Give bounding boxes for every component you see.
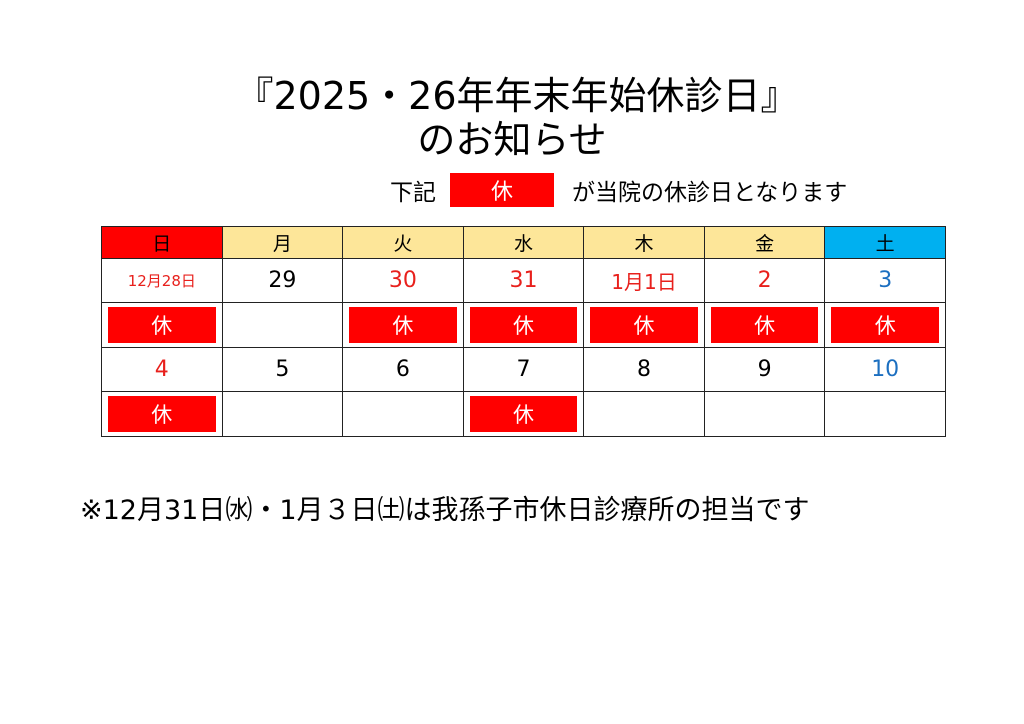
date-cell: 7 [462, 347, 585, 392]
closed-badge: 休 [349, 307, 457, 343]
date-cell: 31 [462, 258, 585, 303]
legend-prefix: 下記 [390, 180, 436, 206]
closed-badge: 休 [469, 307, 578, 343]
date-cell: 10 [824, 347, 946, 392]
date-cell: 1月1日 [583, 258, 705, 303]
page-title: 『2025・26年年末年始休診日』 [235, 74, 799, 118]
legend-closed-mark: 休 [450, 173, 554, 207]
legend-suffix: が当院の休診日となります [572, 180, 848, 206]
weekday-header: 土 [824, 226, 946, 259]
closed-cell: 休 [703, 302, 826, 348]
closed-badge: 休 [108, 396, 216, 432]
footnote: ※12月31日㈬・1月３日㈯は我孫子市休日診療所の担当です [80, 495, 810, 526]
closed-badge: 休 [590, 307, 698, 343]
closed-row: 休休 [101, 391, 946, 437]
date-cell: 12月28日 [101, 258, 223, 303]
closed-badge: 休 [831, 307, 939, 343]
closed-cell [221, 391, 344, 437]
closed-cell [221, 302, 344, 348]
weekday-header: 月 [221, 226, 344, 259]
date-cell: 9 [703, 347, 826, 392]
date-cell: 8 [583, 347, 705, 392]
closed-cell [703, 391, 826, 437]
date-row: 12月28日 29 30 31 1月1日 2 3 [101, 258, 946, 303]
closed-cell: 休 [462, 391, 585, 437]
closed-cell: 休 [101, 391, 223, 437]
date-cell: 30 [342, 258, 464, 303]
closed-row: 休休休休休休 [101, 302, 946, 348]
date-cell: 6 [342, 347, 464, 392]
weekday-header: 火 [342, 226, 464, 259]
page-subtitle: のお知らせ [417, 118, 607, 162]
closed-badge: 休 [710, 307, 819, 343]
closed-cell [583, 391, 705, 437]
closed-cell [342, 391, 464, 437]
weekday-header: 水 [462, 226, 585, 259]
closed-badge: 休 [108, 307, 216, 343]
closed-cell: 休 [101, 302, 223, 348]
closed-cell: 休 [342, 302, 464, 348]
closed-cell [824, 391, 946, 437]
closed-cell: 休 [462, 302, 585, 348]
holiday-calendar: 日月火水木金土 12月28日 29 30 31 1月1日 2 3 休休休休休休 4 5 6 7 8 9 10… [101, 226, 946, 437]
weekday-header: 木 [583, 226, 705, 259]
weekday-header: 金 [703, 226, 826, 259]
closed-cell: 休 [824, 302, 946, 348]
date-cell: 2 [703, 258, 826, 303]
date-cell: 3 [824, 258, 946, 303]
date-row: 4 5 6 7 8 9 10 [101, 347, 946, 392]
closed-cell: 休 [583, 302, 705, 348]
date-cell: 5 [221, 347, 344, 392]
date-cell: 29 [221, 258, 344, 303]
weekday-header: 日 [101, 226, 223, 259]
legend: 下記 休 が当院の休診日となります [390, 172, 847, 208]
closed-badge: 休 [469, 396, 578, 432]
date-cell: 4 [101, 347, 223, 392]
